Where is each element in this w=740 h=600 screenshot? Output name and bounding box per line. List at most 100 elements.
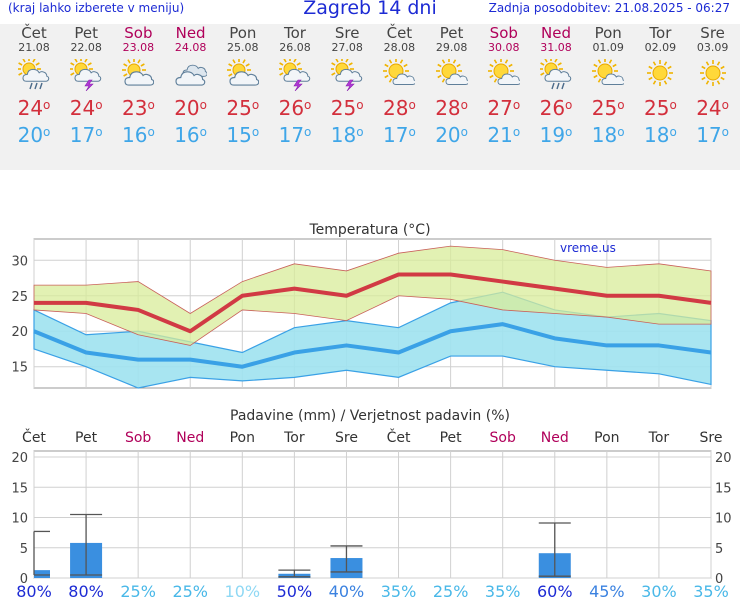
min-temp: 18o [643, 123, 677, 147]
precip-probability: 10% [225, 582, 261, 600]
header-bar: (kraj lahko izberete v meniju) Zagreb 14… [0, 0, 740, 22]
precip-x-tick: Sob [490, 430, 516, 446]
day-column: Pet 22.08 24o 17o [60, 24, 112, 146]
precip-x-tick: Čet [387, 428, 411, 446]
precip-probability: 25% [120, 582, 156, 600]
precip-probability: 25% [433, 582, 469, 600]
precip-x-tick: Pon [230, 430, 255, 446]
sun-small-cloud-icon [373, 59, 425, 91]
precip-plot-area [33, 450, 712, 579]
precip-probability: 35% [485, 582, 521, 600]
max-temp: 27o [487, 96, 521, 120]
precip-probability: 80% [68, 582, 104, 600]
precip-y-tick-left: 20 [11, 451, 28, 466]
sun-cloud-rain-icon [530, 59, 582, 91]
day-date: 01.09 [592, 41, 624, 54]
sun-cloud-rain-icon [8, 59, 60, 91]
min-temp: 20o [435, 123, 468, 147]
min-temp: 17o [382, 123, 416, 147]
day-column: Ned 31.08 26o 19o [530, 24, 582, 146]
max-temp: 25o [226, 96, 260, 120]
precip-y-tick-left: 5 [20, 542, 28, 557]
precip-x-tick: Čet [22, 428, 46, 446]
sun-small-cloud-icon [582, 59, 634, 91]
day-name: Tor [284, 24, 306, 42]
day-column: Pet 29.08 28o 20o [426, 24, 478, 146]
day-name: Ned [541, 24, 571, 42]
precip-probability: 45% [589, 582, 625, 600]
location-hint: (kraj lahko izberete v meniju) [8, 1, 185, 15]
min-temp-band [33, 291, 712, 389]
precip-probability: 25% [172, 582, 208, 600]
day-date: 21.08 [18, 41, 50, 54]
day-name: Sre [334, 24, 360, 42]
day-date: 03.09 [696, 41, 729, 54]
day-name: Čet [386, 24, 413, 42]
day-name: Sob [124, 24, 153, 42]
precip-x-tick: Ned [541, 430, 569, 446]
day-name: Pet [439, 24, 464, 42]
sun-cloud-storm-icon [60, 59, 112, 91]
precip-probability: 50% [277, 582, 313, 600]
day-date: 02.09 [644, 41, 677, 54]
day-column: Pon 25.08 25o 15o [217, 24, 269, 146]
day-date: 22.08 [70, 41, 102, 54]
max-temp-line [34, 272, 712, 334]
precip-x-tick: Pet [440, 430, 463, 446]
max-temp: 24o [69, 96, 103, 120]
cloud-icon [165, 59, 217, 91]
precip-y-tick-left: 15 [11, 481, 28, 496]
min-temp: 21o [487, 123, 521, 147]
min-temp: 16o [121, 123, 155, 147]
max-temp: 28o [435, 96, 468, 120]
day-date: 31.08 [540, 41, 572, 54]
precip-x-tick: Ned [176, 430, 204, 446]
temp-y-tick: 20 [11, 325, 28, 340]
day-name: Čet [21, 24, 47, 42]
precip-probability: 35% [381, 582, 417, 600]
day-column: Tor 02.09 25o 18o [634, 24, 686, 146]
day-name: Pon [594, 24, 622, 42]
day-name: Pon [229, 24, 257, 42]
sun-small-cloud-icon [426, 59, 478, 91]
max-temp: 26o [539, 96, 573, 120]
precip-y-tick-left: 10 [11, 512, 28, 527]
max-temp: 23o [121, 96, 155, 120]
precip-y-tick-right: 15 [715, 481, 732, 496]
precip-probability: 80% [16, 582, 52, 600]
min-temp-line [33, 322, 712, 369]
day-column: Tor 26.08 26o 17o [269, 24, 321, 146]
day-date: 27.08 [331, 41, 363, 54]
day-date: 28.08 [383, 41, 416, 54]
min-temp: 16o [174, 123, 207, 147]
precip-probability: 30% [641, 582, 677, 600]
sun-cloud-icon [217, 59, 269, 91]
sun-cloud-storm-icon [321, 59, 373, 91]
max-temp: 25o [643, 96, 677, 120]
max-temp: 20o [174, 96, 207, 120]
precip-y-tick-right: 0 [715, 572, 723, 587]
max-temp: 25o [591, 96, 625, 120]
max-temp: 25o [330, 96, 364, 120]
max-temp: 24o [17, 96, 51, 120]
day-column: Sre 03.09 24o 17o [687, 24, 739, 146]
precip-bar [34, 570, 50, 578]
precip-y-tick-left: 0 [20, 572, 28, 587]
page-title: Zagreb 14 dni [303, 0, 437, 19]
last-update: Zadnja posodobitev: 21.08.2025 - 06:27 [488, 1, 730, 15]
max-temp: 24o [696, 96, 729, 120]
day-column: Sob 30.08 27o 21o [478, 24, 530, 146]
sun-cloud-icon [112, 59, 164, 91]
day-name: Tor [649, 24, 672, 42]
precip-x-tick: Sob [125, 430, 151, 446]
precip-y-tick-right: 20 [715, 451, 732, 466]
day-column: Sre 27.08 25o 18o [321, 24, 373, 146]
max-temp: 28o [382, 96, 416, 120]
precip-x-tick: Tor [648, 430, 670, 446]
precip-chart-title: Padavine (mm) / Verjetnost padavin (%) [230, 408, 510, 424]
temp-chart-title: Temperatura (°C) [308, 222, 430, 238]
sun-cloud-storm-icon [269, 59, 321, 91]
day-column: Čet 28.08 28o 17o [373, 24, 425, 146]
precip-x-tick: Pet [75, 430, 98, 446]
